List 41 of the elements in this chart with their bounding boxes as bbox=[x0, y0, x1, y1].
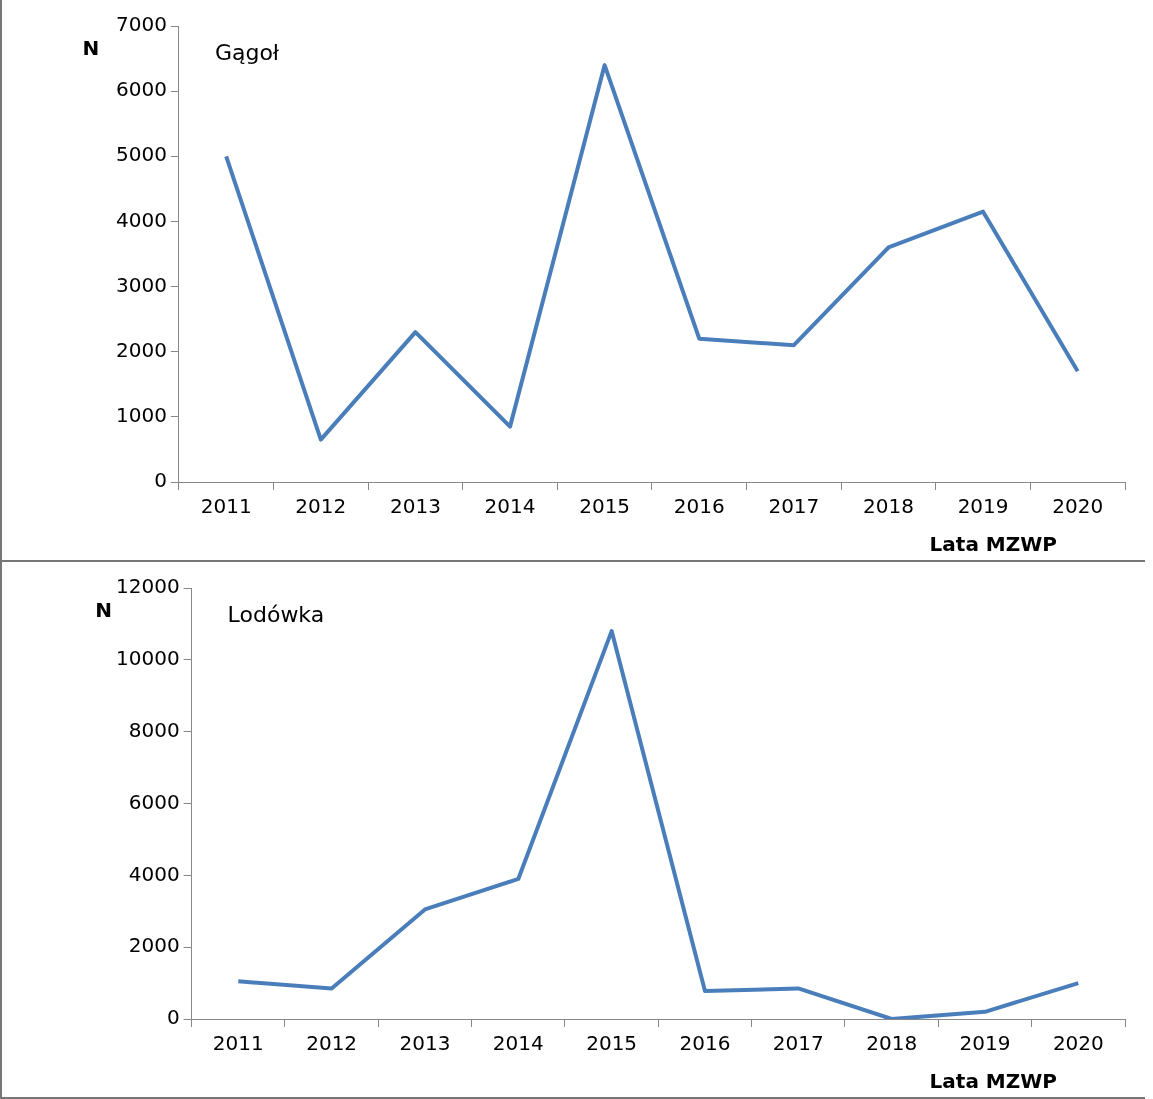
x-tick-label: 2016 bbox=[679, 1031, 731, 1056]
x-tick-label: 2017 bbox=[772, 1031, 824, 1056]
y-tick-label: 12000 bbox=[116, 574, 180, 599]
text: Gągoł bbox=[214, 39, 280, 65]
x-tick-label: 2019 bbox=[959, 1031, 1011, 1056]
x-tick-label: 2015 bbox=[579, 494, 631, 519]
x-tick-label: 2018 bbox=[863, 494, 914, 519]
y-tick-label: 8000 bbox=[128, 717, 180, 742]
y-tick-label: 6000 bbox=[128, 789, 180, 814]
x-tick-label: 2016 bbox=[673, 494, 725, 519]
x-tick-label: 2011 bbox=[200, 494, 252, 519]
y-axis-title: N bbox=[82, 36, 100, 61]
y-tick-label: 4000 bbox=[115, 207, 167, 232]
y-tick-label: 2000 bbox=[128, 933, 180, 958]
y-tick-label: 0 bbox=[154, 468, 167, 493]
y-tick-label: 3000 bbox=[115, 272, 167, 297]
y-tick-label: 2000 bbox=[115, 337, 167, 362]
x-axis-title: Lata MZWP bbox=[929, 532, 1057, 557]
y-axis-title: N bbox=[95, 598, 112, 623]
x-tick-label: 2011 bbox=[212, 1031, 264, 1056]
x-tick-label: 2014 bbox=[492, 1031, 544, 1056]
x-tick-label: 2018 bbox=[866, 1031, 918, 1056]
x-tick-label: 2020 bbox=[1052, 494, 1104, 519]
x-axis-title: Lata MZWP bbox=[929, 1069, 1057, 1094]
x-tick-label: 2012 bbox=[295, 494, 347, 519]
x-tick-label: 2015 bbox=[586, 1031, 638, 1056]
y-tick-label: 6000 bbox=[115, 77, 167, 102]
x-tick-label: 2014 bbox=[484, 494, 536, 519]
y-tick-label: 0 bbox=[166, 1005, 180, 1030]
y-tick-label: 7000 bbox=[115, 12, 167, 37]
y-tick-label: 1000 bbox=[115, 403, 167, 428]
x-tick-label: 2012 bbox=[306, 1031, 358, 1056]
x-tick-label: 2019 bbox=[957, 494, 1009, 519]
y-tick-label: 10000 bbox=[116, 646, 180, 671]
y-tick-label: 4000 bbox=[128, 861, 180, 886]
x-tick-label: 2020 bbox=[1052, 1031, 1104, 1056]
x-tick-label: 2013 bbox=[389, 494, 441, 519]
x-tick-label: 2013 bbox=[399, 1031, 451, 1056]
x-tick-label: 2017 bbox=[768, 494, 820, 519]
y-tick-label: 5000 bbox=[115, 142, 167, 167]
text: Lodówka bbox=[227, 601, 325, 627]
